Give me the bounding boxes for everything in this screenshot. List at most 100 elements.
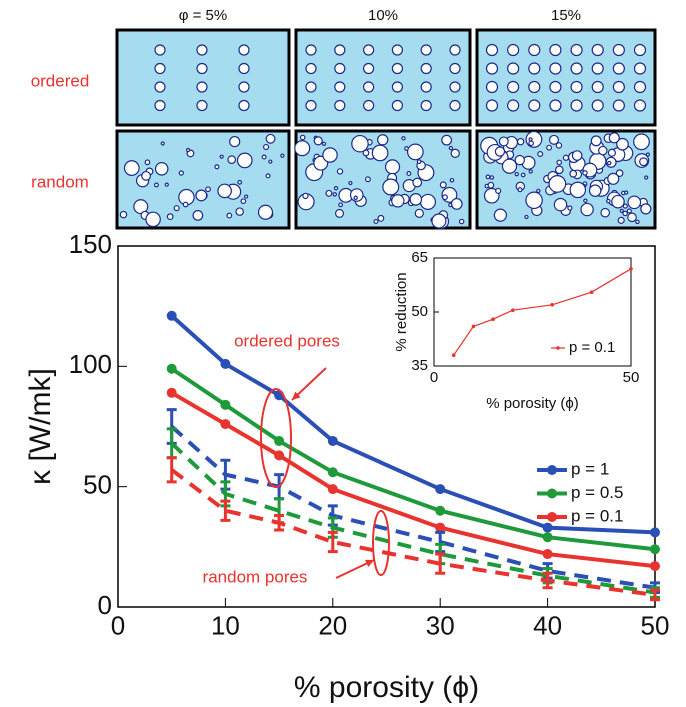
pore bbox=[562, 154, 570, 161]
pore bbox=[305, 62, 317, 75]
marker bbox=[629, 267, 633, 271]
pore bbox=[567, 205, 573, 211]
pore bbox=[591, 99, 604, 112]
pore bbox=[485, 62, 499, 75]
pore bbox=[391, 81, 403, 93]
pore bbox=[619, 208, 624, 214]
pore bbox=[166, 213, 174, 221]
pore bbox=[549, 80, 562, 94]
pore bbox=[633, 99, 647, 112]
pore bbox=[612, 43, 625, 57]
pore bbox=[580, 202, 594, 217]
row-label: random bbox=[31, 172, 89, 191]
error-bar bbox=[542, 571, 553, 590]
marker bbox=[650, 561, 660, 572]
pore bbox=[322, 147, 338, 163]
pore bbox=[570, 99, 583, 112]
pore bbox=[514, 171, 519, 177]
pore bbox=[164, 182, 169, 187]
pore bbox=[182, 201, 189, 208]
pore bbox=[548, 174, 567, 193]
pore bbox=[569, 181, 587, 199]
pore bbox=[549, 62, 562, 75]
marker bbox=[166, 387, 177, 398]
pore bbox=[485, 43, 499, 57]
y-tick-label: 0 bbox=[98, 590, 112, 620]
pore bbox=[528, 99, 541, 112]
marker bbox=[511, 308, 515, 313]
pore bbox=[334, 62, 346, 75]
pore bbox=[439, 181, 447, 189]
pore bbox=[420, 44, 432, 56]
pore bbox=[449, 44, 461, 56]
pore bbox=[226, 212, 233, 219]
pore bbox=[265, 173, 271, 179]
pore bbox=[449, 62, 461, 75]
pore bbox=[362, 149, 370, 157]
pore bbox=[119, 210, 128, 219]
marker bbox=[220, 419, 231, 430]
pore bbox=[240, 198, 247, 205]
annotation-ellipse bbox=[260, 388, 292, 488]
marker bbox=[166, 363, 177, 374]
pore bbox=[133, 199, 149, 215]
annotation-ellipse bbox=[372, 510, 390, 576]
pore bbox=[414, 208, 424, 218]
y-tick-label: 100 bbox=[69, 349, 112, 379]
pore bbox=[243, 194, 249, 199]
pore bbox=[325, 189, 333, 197]
pore bbox=[178, 170, 184, 176]
pore bbox=[154, 62, 166, 75]
pore bbox=[353, 195, 358, 200]
marker bbox=[550, 303, 554, 307]
pore bbox=[364, 176, 371, 183]
marker bbox=[650, 544, 660, 555]
annotation: ordered pores bbox=[234, 331, 340, 350]
pore bbox=[195, 189, 208, 202]
marker bbox=[471, 324, 476, 329]
pore bbox=[528, 137, 533, 142]
pore bbox=[517, 187, 523, 193]
pore bbox=[363, 81, 375, 93]
pore bbox=[238, 62, 250, 75]
pore bbox=[616, 137, 629, 151]
pore bbox=[514, 154, 525, 166]
legend-label: p = 0.1 bbox=[571, 506, 623, 525]
pore bbox=[305, 81, 317, 93]
pore-panel bbox=[475, 28, 657, 127]
pore bbox=[617, 216, 625, 224]
column-label: 10% bbox=[368, 7, 398, 24]
pore bbox=[507, 80, 520, 94]
pore bbox=[612, 80, 625, 94]
pore bbox=[549, 43, 562, 57]
pore bbox=[495, 187, 502, 194]
pore bbox=[448, 145, 454, 151]
pore bbox=[493, 208, 508, 222]
error-bar bbox=[166, 456, 177, 484]
pore bbox=[507, 62, 520, 75]
x-axis-label: % porosity (ϕ) bbox=[294, 671, 479, 704]
pore bbox=[123, 160, 140, 176]
pore bbox=[448, 202, 453, 208]
pore bbox=[196, 62, 208, 75]
pore bbox=[185, 147, 191, 153]
pore bbox=[420, 99, 432, 112]
pore bbox=[548, 134, 559, 145]
legend-marker bbox=[556, 346, 560, 350]
marker bbox=[274, 435, 285, 446]
pore bbox=[442, 194, 448, 201]
pore bbox=[154, 99, 166, 112]
pore bbox=[520, 172, 526, 178]
y-tick-label: 65 bbox=[411, 249, 428, 266]
pore bbox=[334, 44, 346, 56]
pore bbox=[235, 207, 244, 216]
pore bbox=[363, 44, 375, 56]
pore bbox=[507, 99, 520, 112]
pore bbox=[633, 133, 650, 151]
pore bbox=[391, 99, 403, 112]
pore bbox=[528, 62, 541, 75]
pore bbox=[238, 99, 250, 112]
pore bbox=[640, 203, 652, 215]
pore bbox=[626, 208, 632, 214]
pore bbox=[377, 214, 385, 222]
